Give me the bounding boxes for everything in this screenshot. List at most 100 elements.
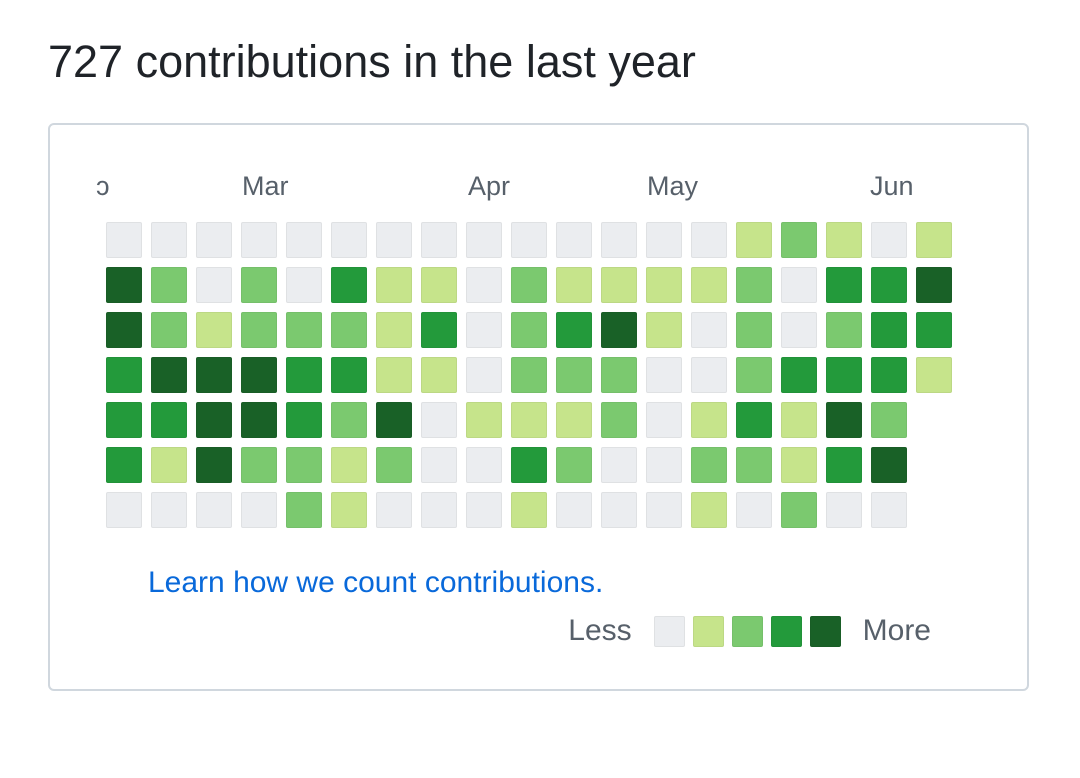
contribution-day-cell[interactable] <box>286 492 322 528</box>
contribution-day-cell[interactable] <box>466 402 502 438</box>
contribution-day-cell[interactable] <box>646 312 682 348</box>
contribution-day-cell[interactable] <box>376 447 412 483</box>
contribution-day-cell[interactable] <box>736 357 772 393</box>
contribution-day-cell[interactable] <box>421 402 457 438</box>
contribution-day-cell[interactable] <box>736 312 772 348</box>
contribution-day-cell[interactable] <box>241 447 277 483</box>
contribution-day-cell[interactable] <box>151 312 187 348</box>
contribution-day-cell[interactable] <box>601 447 637 483</box>
contribution-day-cell[interactable] <box>826 357 862 393</box>
contribution-day-cell[interactable] <box>556 222 592 258</box>
contribution-day-cell[interactable] <box>511 402 547 438</box>
contribution-day-cell[interactable] <box>331 357 367 393</box>
contribution-day-cell[interactable] <box>916 357 952 393</box>
contribution-day-cell[interactable] <box>466 222 502 258</box>
contribution-day-cell[interactable] <box>286 447 322 483</box>
contribution-day-cell[interactable] <box>871 357 907 393</box>
contribution-day-cell[interactable] <box>601 267 637 303</box>
contribution-day-cell[interactable] <box>781 447 817 483</box>
contribution-day-cell[interactable] <box>826 267 862 303</box>
contribution-day-cell[interactable] <box>511 447 547 483</box>
contribution-day-cell[interactable] <box>826 222 862 258</box>
contribution-day-cell[interactable] <box>511 492 547 528</box>
contribution-day-cell[interactable] <box>601 357 637 393</box>
contribution-day-cell[interactable] <box>241 312 277 348</box>
contribution-day-cell[interactable] <box>376 357 412 393</box>
contribution-day-cell[interactable] <box>331 267 367 303</box>
contribution-day-cell[interactable] <box>151 267 187 303</box>
contribution-day-cell[interactable] <box>331 222 367 258</box>
contribution-day-cell[interactable] <box>646 267 682 303</box>
contribution-day-cell[interactable] <box>466 492 502 528</box>
contribution-day-cell[interactable] <box>376 222 412 258</box>
contribution-day-cell[interactable] <box>736 222 772 258</box>
contribution-day-cell[interactable] <box>331 447 367 483</box>
contribution-day-cell[interactable] <box>826 447 862 483</box>
contribution-day-cell[interactable] <box>106 357 142 393</box>
contribution-day-cell[interactable] <box>421 492 457 528</box>
contribution-day-cell[interactable] <box>466 267 502 303</box>
contribution-day-cell[interactable] <box>646 402 682 438</box>
contribution-day-cell[interactable] <box>106 492 142 528</box>
contribution-day-cell[interactable] <box>196 222 232 258</box>
contribution-day-cell[interactable] <box>736 492 772 528</box>
contribution-day-cell[interactable] <box>916 312 952 348</box>
contribution-day-cell[interactable] <box>196 492 232 528</box>
contribution-day-cell[interactable] <box>781 357 817 393</box>
contribution-day-cell[interactable] <box>781 402 817 438</box>
contribution-day-cell[interactable] <box>826 492 862 528</box>
contribution-day-cell[interactable] <box>511 312 547 348</box>
contribution-day-cell[interactable] <box>376 312 412 348</box>
contribution-day-cell[interactable] <box>466 312 502 348</box>
contribution-day-cell[interactable] <box>646 447 682 483</box>
contribution-day-cell[interactable] <box>871 402 907 438</box>
contribution-day-cell[interactable] <box>601 312 637 348</box>
contribution-day-cell[interactable] <box>691 312 727 348</box>
contribution-day-cell[interactable] <box>826 312 862 348</box>
contribution-day-cell[interactable] <box>691 402 727 438</box>
contribution-day-cell[interactable] <box>871 447 907 483</box>
contribution-day-cell[interactable] <box>556 267 592 303</box>
contribution-day-cell[interactable] <box>511 357 547 393</box>
contribution-day-cell[interactable] <box>601 402 637 438</box>
contribution-day-cell[interactable] <box>286 267 322 303</box>
contribution-day-cell[interactable] <box>421 312 457 348</box>
contribution-day-cell[interactable] <box>196 357 232 393</box>
contribution-day-cell[interactable] <box>151 492 187 528</box>
contribution-day-cell[interactable] <box>736 402 772 438</box>
contribution-day-cell[interactable] <box>196 402 232 438</box>
contribution-day-cell[interactable] <box>106 447 142 483</box>
contribution-day-cell[interactable] <box>556 357 592 393</box>
contribution-day-cell[interactable] <box>286 402 322 438</box>
contribution-day-cell[interactable] <box>331 312 367 348</box>
contribution-day-cell[interactable] <box>241 222 277 258</box>
contribution-day-cell[interactable] <box>241 402 277 438</box>
contribution-day-cell[interactable] <box>331 492 367 528</box>
contribution-day-cell[interactable] <box>646 492 682 528</box>
contribution-day-cell[interactable] <box>691 222 727 258</box>
contribution-day-cell[interactable] <box>871 312 907 348</box>
contribution-day-cell[interactable] <box>241 357 277 393</box>
contribution-day-cell[interactable] <box>556 492 592 528</box>
contribution-day-cell[interactable] <box>916 222 952 258</box>
contribution-day-cell[interactable] <box>466 447 502 483</box>
contribution-day-cell[interactable] <box>826 402 862 438</box>
contribution-day-cell[interactable] <box>556 312 592 348</box>
contribution-day-cell[interactable] <box>691 492 727 528</box>
contribution-day-cell[interactable] <box>691 357 727 393</box>
contribution-day-cell[interactable] <box>736 267 772 303</box>
contribution-day-cell[interactable] <box>421 447 457 483</box>
contribution-day-cell[interactable] <box>106 312 142 348</box>
contribution-day-cell[interactable] <box>196 267 232 303</box>
contribution-day-cell[interactable] <box>781 312 817 348</box>
contribution-day-cell[interactable] <box>556 447 592 483</box>
contribution-day-cell[interactable] <box>601 492 637 528</box>
contribution-day-cell[interactable] <box>916 267 952 303</box>
contribution-day-cell[interactable] <box>781 267 817 303</box>
contribution-day-cell[interactable] <box>151 222 187 258</box>
contribution-day-cell[interactable] <box>421 222 457 258</box>
contribution-day-cell[interactable] <box>871 222 907 258</box>
contribution-day-cell[interactable] <box>736 447 772 483</box>
contribution-day-cell[interactable] <box>196 312 232 348</box>
contribution-day-cell[interactable] <box>601 222 637 258</box>
